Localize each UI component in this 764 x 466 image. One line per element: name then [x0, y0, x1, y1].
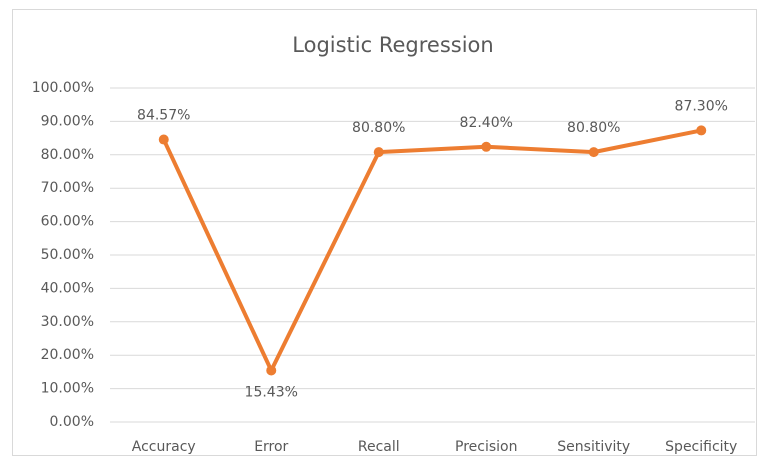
x-tick-label: Accuracy	[132, 439, 196, 455]
x-tick-label: Specificity	[665, 439, 737, 455]
x-tick-label: Precision	[455, 439, 517, 455]
y-tick-label: 0.00%	[50, 414, 94, 430]
point	[696, 125, 707, 136]
data-label: 15.43%	[245, 384, 298, 400]
data-label: 87.30%	[675, 98, 728, 114]
y-tick-label: 20.00%	[41, 347, 94, 363]
y-tick-label: 30.00%	[41, 314, 94, 330]
y-tick-label: 100.00%	[32, 80, 94, 96]
data-label: 80.80%	[352, 120, 405, 136]
y-tick-label: 90.00%	[41, 113, 94, 129]
x-tick-label: Error	[254, 439, 288, 455]
x-tick-label: Recall	[358, 439, 400, 455]
chart-title: Logistic Regression	[292, 33, 493, 57]
y-tick-label: 70.00%	[41, 180, 94, 196]
point	[158, 134, 169, 145]
point	[481, 141, 492, 152]
data-label: 84.57%	[137, 108, 190, 124]
chart-border	[12, 9, 757, 456]
point	[266, 365, 277, 376]
point	[588, 147, 599, 158]
y-tick-label: 10.00%	[41, 381, 94, 397]
x-tick-label: Sensitivity	[557, 439, 630, 455]
data-label: 82.40%	[460, 115, 513, 131]
y-tick-label: 60.00%	[41, 214, 94, 230]
data-label: 80.80%	[567, 120, 620, 136]
y-tick-label: 50.00%	[41, 247, 94, 263]
y-tick-label: 40.00%	[41, 280, 94, 296]
y-tick-label: 80.00%	[41, 147, 94, 163]
line	[161, 128, 702, 373]
point	[373, 147, 384, 158]
